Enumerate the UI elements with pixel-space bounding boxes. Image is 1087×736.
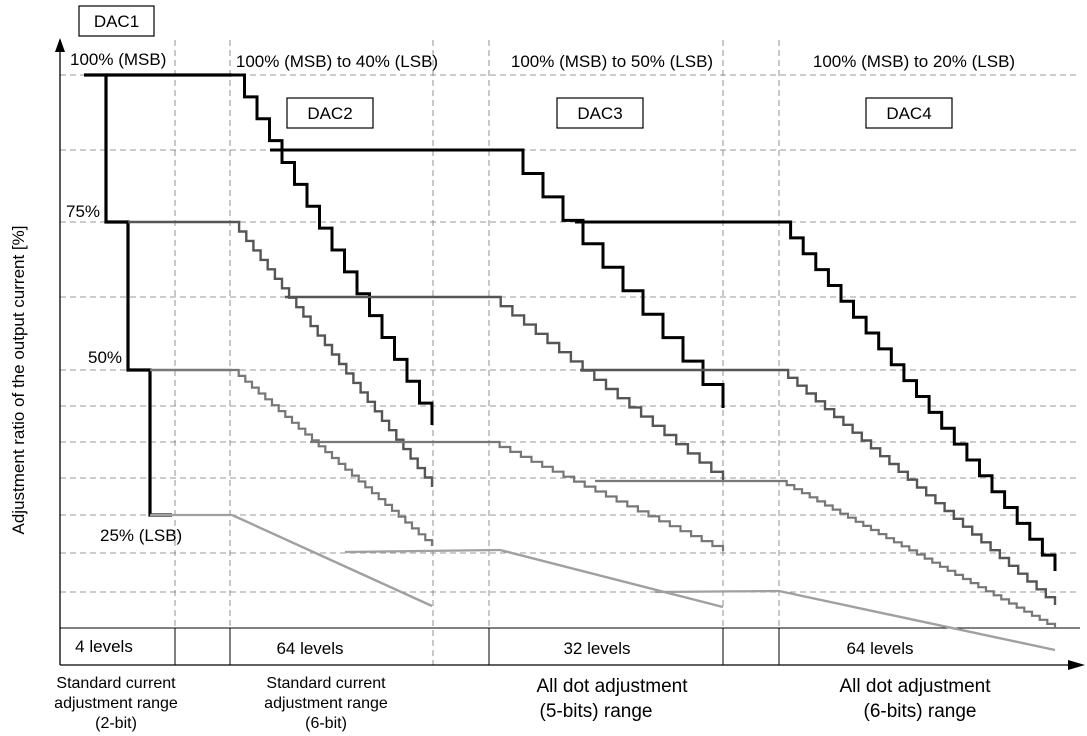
dac1-box: DAC1 — [78, 5, 155, 37]
series-25-dac3-flat — [344, 548, 501, 554]
dac3-box: DAC3 — [556, 97, 644, 129]
svg-text:adjustment range: adjustment range — [264, 695, 388, 712]
series-25-dac4-flat — [654, 589, 780, 594]
x-axis-arrow — [1068, 660, 1085, 670]
series-75-dac3-steps — [489, 295, 725, 481]
levels-count-dac3: 32 levels — [563, 639, 630, 658]
axes — [55, 38, 1085, 670]
dac4-range-text: 100% (MSB) to 20% (LSB) — [813, 52, 1015, 71]
dac2-label: DAC2 — [307, 104, 352, 123]
dac1-steps — [84, 73, 172, 517]
svg-text:Standard current: Standard current — [56, 675, 176, 692]
levels-count-dac2: 64 levels — [276, 639, 343, 658]
series-25-dac2-slope — [231, 513, 433, 608]
svg-text:(5-bits) range: (5-bits) range — [540, 701, 653, 722]
range-label-dac3: All dot adjustment (5-bits) range — [536, 676, 688, 722]
series-25-dac4-slope — [778, 589, 1056, 652]
svg-text:(6-bits) range: (6-bits) range — [864, 701, 977, 722]
series-75-dac4-steps — [779, 368, 1057, 605]
dac4-label: DAC4 — [886, 104, 931, 123]
range-label-dac4: All dot adjustment (6-bits) range — [839, 676, 991, 722]
range-label-dac1: Standard current adjustment range (2-bit… — [54, 675, 178, 732]
series-100-dac4-steps — [778, 220, 1057, 571]
levels-count-dac1: 4 levels — [75, 637, 133, 656]
series-50-dac4-steps — [779, 479, 1057, 628]
grid — [60, 40, 1080, 665]
dac2-range-text: 100% (MSB) to 40% (LSB) — [236, 52, 438, 71]
dac3-range-text: 100% (MSB) to 50% (LSB) — [511, 52, 713, 71]
dac1-label: DAC1 — [94, 12, 139, 31]
level-label-75: 75% — [66, 202, 100, 221]
dac4-box: DAC4 — [865, 97, 953, 129]
y-axis-label: Adjustment ratio of the output current [… — [9, 226, 28, 535]
range-label-dac2: Standard current adjustment range (6-bit… — [264, 675, 388, 732]
dac3-label: DAC3 — [577, 104, 622, 123]
dac2-box: DAC2 — [286, 97, 374, 129]
svg-text:(6-bit): (6-bit) — [305, 715, 347, 732]
series-lines — [84, 73, 1057, 652]
svg-text:All dot adjustment: All dot adjustment — [839, 676, 991, 697]
series-75-dac2-steps — [232, 220, 434, 487]
svg-text:adjustment range: adjustment range — [54, 695, 178, 712]
level-label-25: 25% (LSB) — [100, 526, 182, 545]
series-50-dac3-steps — [489, 440, 725, 551]
svg-text:(2-bit): (2-bit) — [95, 715, 137, 732]
series-25-dac3-slope — [499, 548, 724, 609]
series-50-dac2-steps — [232, 368, 434, 546]
series-100-dac3-steps — [503, 148, 725, 408]
series-100-dac2-steps — [232, 73, 434, 425]
levels-count-dac4: 64 levels — [846, 639, 913, 658]
svg-text:Standard current: Standard current — [266, 675, 386, 692]
svg-text:All dot adjustment: All dot adjustment — [536, 676, 688, 697]
y-axis-arrow — [55, 38, 65, 52]
level-label-100: 100% (MSB) — [70, 50, 166, 69]
level-label-50: 50% — [88, 348, 122, 367]
